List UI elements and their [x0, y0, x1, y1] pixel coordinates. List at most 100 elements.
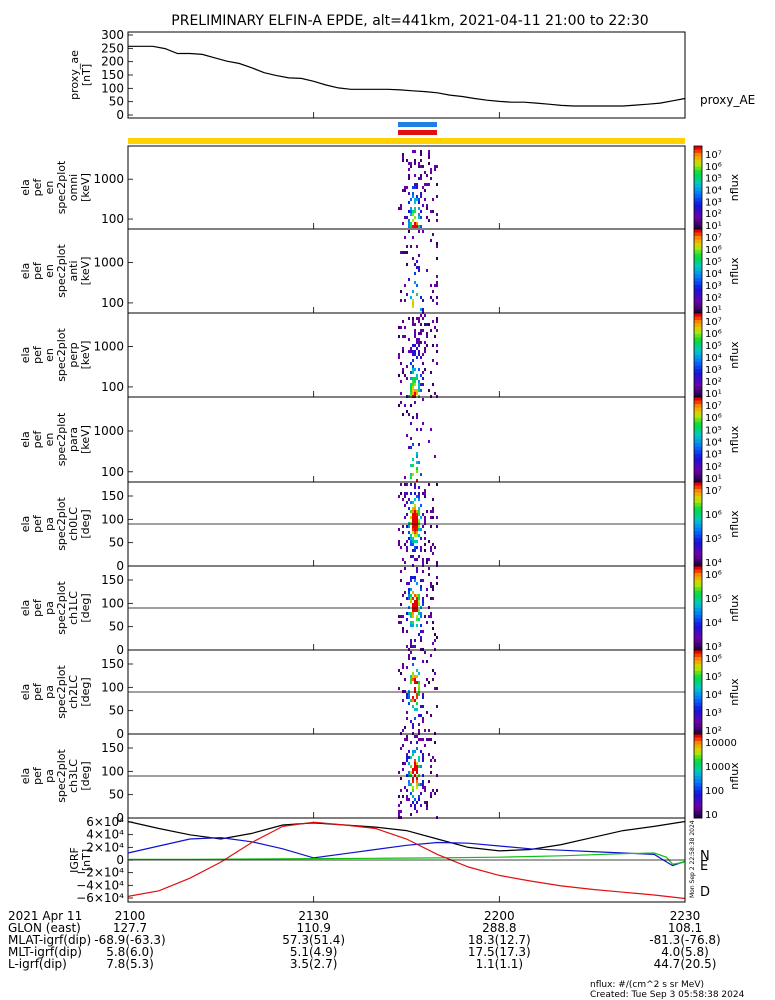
colorbar-segment: [694, 527, 702, 532]
spectrogram-cell: [426, 269, 428, 272]
colorbar-tick-label: 10⁶: [705, 245, 722, 256]
igrf-series-line-1: [127, 836, 686, 867]
spec-pa-ch0-cells: [398, 483, 438, 567]
spectrogram-cell: [418, 201, 420, 204]
spec-pa-ch3-ylabel-line: pef: [31, 766, 44, 785]
spec-en-anti-frame: [127, 228, 686, 314]
colorbar-segment: [694, 386, 702, 391]
spectrogram-cell: [402, 156, 404, 159]
colorbar-segment: [694, 163, 702, 168]
spectrogram-cell: [412, 305, 414, 308]
spectrogram-cell: [434, 759, 436, 762]
spectrogram-cell: [424, 341, 426, 344]
spectrogram-cell: [426, 558, 428, 561]
spectrogram-cell: [418, 507, 420, 510]
spectrogram-cell: [424, 350, 426, 353]
spec-en-omni-colorbar-label-wrap: nflux: [728, 173, 741, 201]
proxy-ae-series-line-0: [128, 45, 686, 107]
spectrogram-cell: [398, 495, 400, 498]
colorbar-segment: [694, 428, 702, 433]
colorbar-segment: [694, 146, 702, 150]
spectrogram-cell: [420, 296, 422, 299]
spectrogram-cell: [422, 299, 424, 302]
colorbar-tick-label: 10⁵: [705, 341, 722, 352]
spectrogram-cell: [406, 186, 408, 189]
spectrogram-cell: [424, 651, 426, 654]
spectrogram-cell: [422, 579, 424, 582]
colorbar-segment: [694, 330, 702, 335]
spectrogram-cell: [418, 344, 420, 347]
colorbar-segment: [694, 702, 702, 707]
spectrogram-cell: [422, 705, 424, 708]
colorbar-segment: [694, 674, 702, 679]
spectrogram-cell: [432, 210, 434, 213]
proxy-ae-ytick-label: 0: [116, 108, 124, 122]
colorbar-segment: [694, 671, 702, 675]
colorbar-segment: [694, 587, 702, 591]
spectrogram-cell: [408, 350, 410, 353]
spectrogram-cell: [426, 588, 428, 591]
spectrogram-cell: [410, 510, 412, 513]
spectrogram-cell: [398, 528, 400, 531]
colorbar-segment: [694, 439, 702, 444]
spectrogram-cell: [418, 783, 420, 786]
colorbar-segment: [694, 344, 702, 349]
xaxis-row-value: 18.3(12.7): [468, 933, 531, 947]
spectrogram-cell: [408, 498, 410, 501]
spectrogram-cell: [436, 561, 438, 564]
spectrogram-cell: [404, 762, 406, 765]
spectrogram-cell: [418, 332, 420, 335]
spectrogram-cell: [416, 470, 418, 473]
colorbar-segment: [694, 372, 702, 377]
spectrogram-cell: [416, 669, 418, 672]
colorbar-segment: [694, 443, 702, 448]
spectrogram-cell: [422, 753, 424, 756]
spec-en-anti-ylabel-line: spec2plot: [55, 244, 68, 298]
spectrogram-cell: [414, 675, 416, 678]
spectrogram-cell: [418, 618, 420, 621]
spectrogram-cell: [424, 801, 426, 804]
spectrogram-cell: [432, 789, 434, 792]
spectrogram-cell: [414, 150, 416, 153]
spectrogram-cell: [410, 207, 412, 210]
spectrogram-cell: [436, 257, 438, 260]
spectrogram-cell: [400, 362, 402, 365]
spectrogram-cell: [416, 594, 418, 597]
spectrogram-cell: [398, 813, 400, 816]
spectrogram-cell: [418, 795, 420, 798]
spectrogram-cell: [406, 293, 408, 296]
spec-pa-ch2-ytick-label: 50: [109, 704, 124, 718]
spectrogram-cell: [414, 750, 416, 753]
spectrogram-cell: [420, 606, 422, 609]
spectrogram-cell: [436, 281, 438, 284]
colorbar-segment: [694, 720, 702, 724]
spectrogram-cell: [410, 245, 412, 248]
colorbar-tick-label: 10¹: [705, 305, 722, 316]
spectrogram-cell: [404, 299, 406, 302]
spectrogram-cell: [400, 251, 402, 254]
spectrogram-cell: [432, 383, 434, 386]
colorbar-tick-label: 10⁴: [705, 438, 722, 449]
colorbar-segment: [694, 797, 702, 801]
spectrogram-cell: [414, 198, 416, 201]
spectrogram-cell: [400, 789, 402, 792]
colorbar-segment: [694, 197, 702, 202]
spectrogram-cell: [418, 320, 420, 323]
spectrogram-cell: [434, 326, 436, 329]
spectrogram-cell: [422, 756, 424, 759]
spectrogram-cell: [414, 353, 416, 356]
spectrogram-cell: [432, 621, 434, 624]
colorbar-segment: [694, 418, 702, 423]
colorbar-segment: [694, 177, 702, 182]
spectrogram-cell: [406, 696, 408, 699]
spec-pa-ch0-ytick-label: 150: [101, 489, 124, 503]
spectrogram-cell: [412, 726, 414, 729]
spectrogram-cell: [422, 783, 424, 786]
spectrogram-cell: [422, 422, 424, 425]
spectrogram-cell: [416, 531, 418, 534]
spectrogram-cell: [434, 335, 436, 338]
spectrogram-cell: [416, 786, 418, 789]
spectrogram-cell: [404, 326, 406, 329]
spectrogram-cell: [414, 657, 416, 660]
spectrogram-cell: [434, 284, 436, 287]
